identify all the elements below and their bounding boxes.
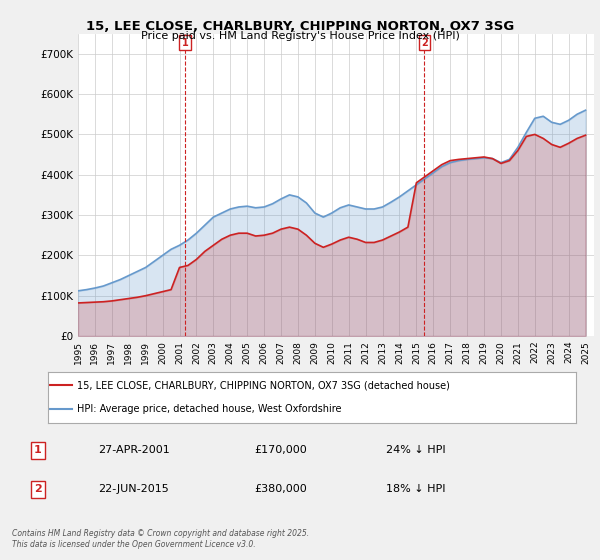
Text: 2: 2 — [34, 484, 42, 494]
Text: Contains HM Land Registry data © Crown copyright and database right 2025.
This d: Contains HM Land Registry data © Crown c… — [12, 529, 309, 549]
Text: 15, LEE CLOSE, CHARLBURY, CHIPPING NORTON, OX7 3SG (detached house): 15, LEE CLOSE, CHARLBURY, CHIPPING NORTO… — [77, 380, 450, 390]
Text: 1: 1 — [34, 445, 42, 455]
Text: 22-JUN-2015: 22-JUN-2015 — [98, 484, 169, 494]
Text: 27-APR-2001: 27-APR-2001 — [98, 445, 170, 455]
Text: 18% ↓ HPI: 18% ↓ HPI — [386, 484, 446, 494]
Text: 1: 1 — [182, 38, 188, 48]
Text: £380,000: £380,000 — [254, 484, 307, 494]
Text: 15, LEE CLOSE, CHARLBURY, CHIPPING NORTON, OX7 3SG: 15, LEE CLOSE, CHARLBURY, CHIPPING NORTO… — [86, 20, 514, 32]
Text: £170,000: £170,000 — [254, 445, 307, 455]
Text: Price paid vs. HM Land Registry's House Price Index (HPI): Price paid vs. HM Land Registry's House … — [140, 31, 460, 41]
Text: 2: 2 — [421, 38, 428, 48]
Text: HPI: Average price, detached house, West Oxfordshire: HPI: Average price, detached house, West… — [77, 404, 341, 414]
Text: 24% ↓ HPI: 24% ↓ HPI — [386, 445, 446, 455]
